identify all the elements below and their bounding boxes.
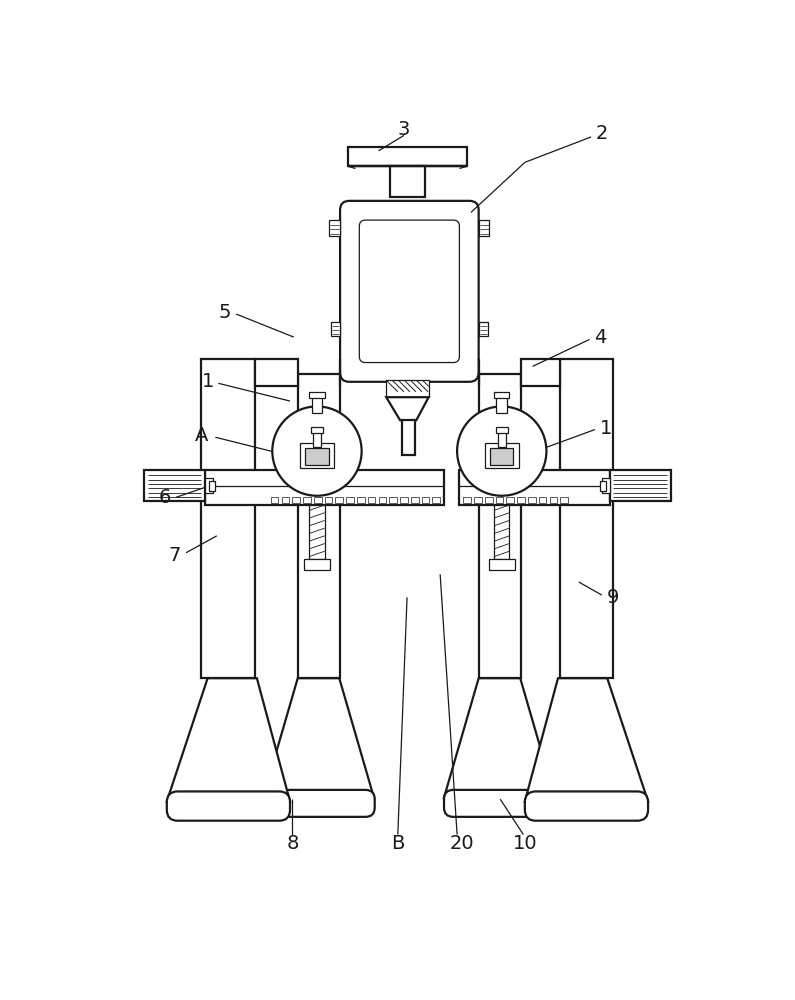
Bar: [209, 481, 215, 491]
Text: 6: 6: [159, 488, 172, 507]
Text: 4: 4: [594, 328, 607, 347]
Bar: [390, 166, 425, 197]
Bar: [293, 497, 300, 503]
Bar: [335, 497, 343, 503]
Text: 2: 2: [595, 124, 608, 143]
Bar: [560, 359, 614, 678]
Bar: [309, 392, 324, 398]
Polygon shape: [386, 397, 429, 420]
Bar: [599, 481, 606, 491]
Bar: [479, 374, 521, 678]
Bar: [357, 497, 365, 503]
Bar: [610, 470, 671, 501]
Bar: [460, 470, 610, 505]
Bar: [201, 359, 255, 678]
Bar: [390, 497, 397, 503]
Text: 7: 7: [169, 546, 180, 565]
FancyBboxPatch shape: [167, 791, 290, 821]
Text: 3: 3: [398, 120, 410, 139]
Bar: [329, 220, 340, 235]
FancyBboxPatch shape: [340, 201, 479, 382]
Bar: [602, 478, 610, 493]
Bar: [311, 427, 323, 433]
FancyBboxPatch shape: [525, 791, 648, 821]
Bar: [271, 497, 278, 503]
Bar: [314, 497, 322, 503]
Bar: [331, 322, 340, 336]
Bar: [539, 497, 546, 503]
Bar: [560, 497, 568, 503]
Bar: [479, 220, 490, 235]
Bar: [495, 497, 503, 503]
Bar: [491, 448, 514, 465]
Circle shape: [457, 406, 546, 496]
Bar: [309, 505, 324, 559]
Bar: [368, 497, 375, 503]
Bar: [378, 497, 386, 503]
Bar: [347, 147, 467, 166]
Bar: [144, 470, 205, 501]
Bar: [521, 359, 560, 386]
Bar: [495, 427, 508, 433]
Bar: [494, 505, 510, 559]
Bar: [411, 497, 419, 503]
Bar: [255, 359, 297, 386]
Bar: [494, 392, 510, 398]
Polygon shape: [263, 678, 374, 798]
Text: A: A: [195, 426, 208, 445]
Text: 5: 5: [219, 303, 231, 322]
FancyBboxPatch shape: [359, 220, 460, 363]
Bar: [297, 470, 340, 477]
Bar: [474, 497, 482, 503]
Polygon shape: [525, 678, 648, 801]
Bar: [549, 497, 557, 503]
Bar: [528, 497, 536, 503]
Bar: [386, 380, 429, 397]
Bar: [312, 396, 322, 413]
Bar: [489, 559, 515, 570]
Bar: [498, 432, 506, 447]
Bar: [518, 497, 525, 503]
Bar: [496, 396, 507, 413]
Bar: [324, 497, 332, 503]
FancyBboxPatch shape: [263, 790, 374, 817]
Circle shape: [273, 406, 362, 496]
Text: 20: 20: [449, 834, 474, 853]
Bar: [506, 497, 514, 503]
Bar: [463, 497, 471, 503]
Bar: [401, 420, 415, 455]
FancyBboxPatch shape: [444, 790, 556, 817]
Polygon shape: [444, 678, 555, 798]
Bar: [313, 432, 321, 447]
Polygon shape: [167, 678, 290, 801]
Bar: [432, 497, 440, 503]
Bar: [205, 470, 444, 505]
Text: 1: 1: [599, 418, 612, 438]
Text: B: B: [391, 834, 405, 853]
Bar: [479, 322, 488, 336]
Text: 9: 9: [607, 588, 619, 607]
Bar: [485, 443, 518, 468]
Bar: [303, 497, 311, 503]
Bar: [400, 497, 408, 503]
Bar: [304, 559, 330, 570]
Bar: [421, 497, 429, 503]
Bar: [300, 443, 334, 468]
Bar: [281, 497, 289, 503]
Bar: [346, 497, 354, 503]
Bar: [485, 497, 493, 503]
Text: 8: 8: [286, 834, 298, 853]
Bar: [297, 374, 340, 678]
Text: 1: 1: [201, 372, 214, 391]
Text: 10: 10: [513, 834, 537, 853]
Bar: [305, 448, 328, 465]
Bar: [205, 478, 213, 493]
Bar: [479, 470, 521, 477]
